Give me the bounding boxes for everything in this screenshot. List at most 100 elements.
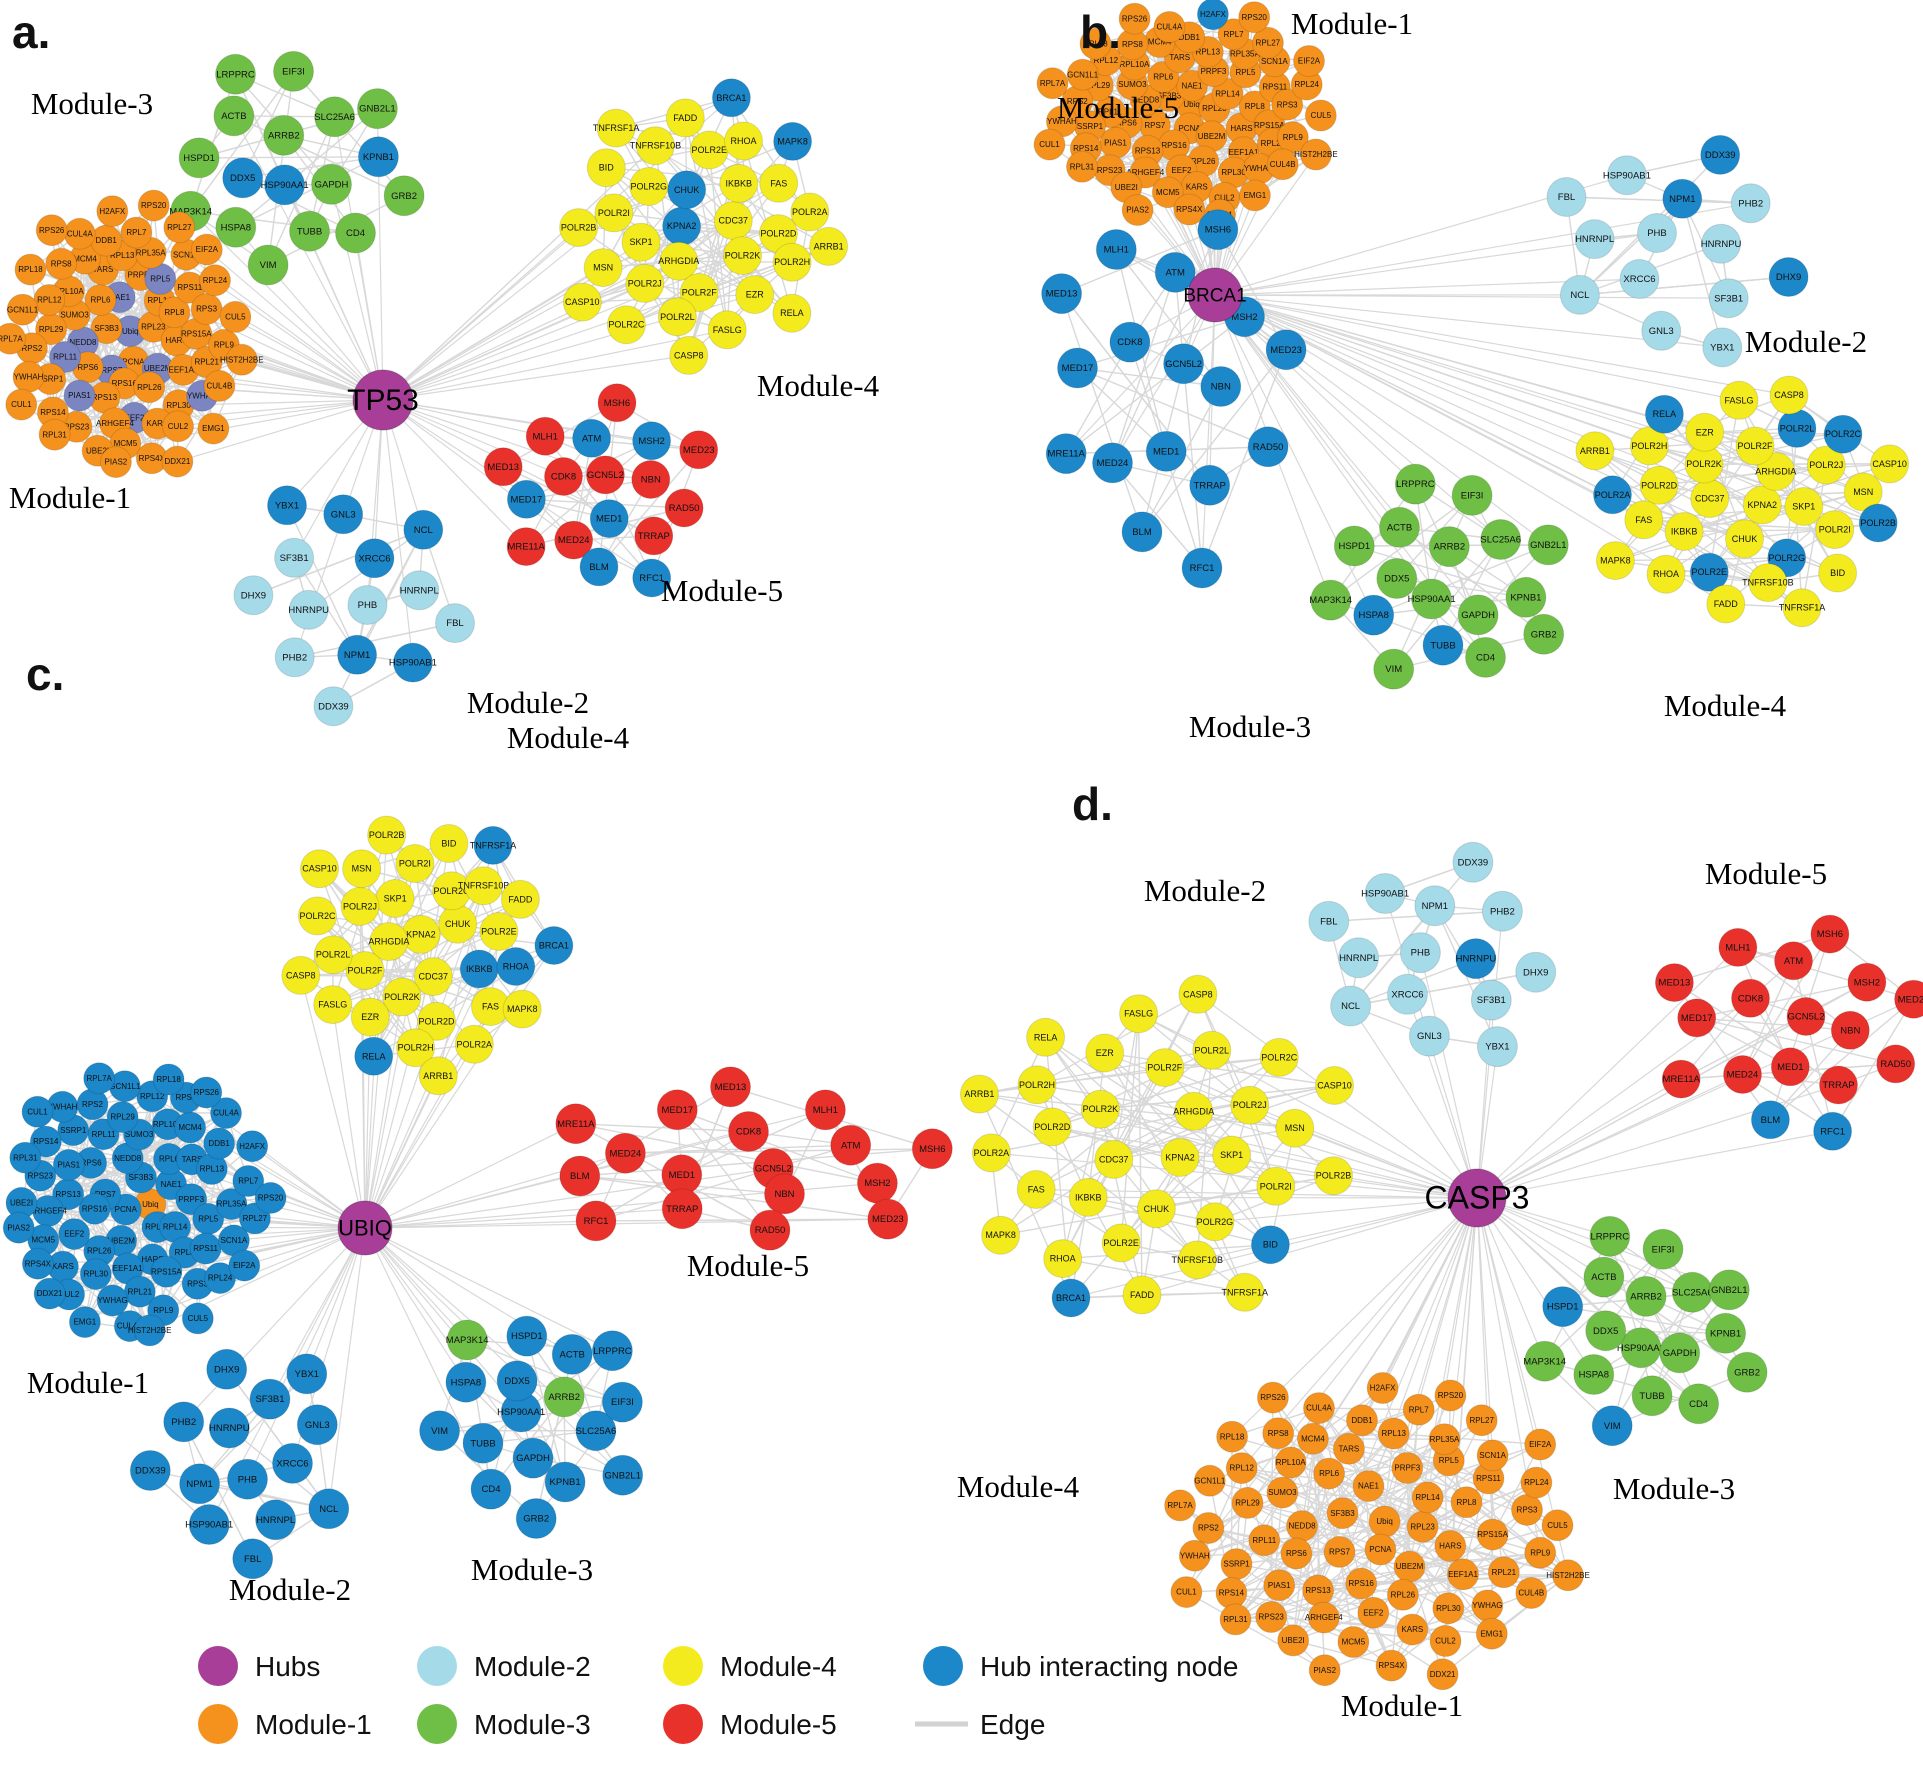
node-PHB[interactable]: PHB [227, 1458, 268, 1500]
node-ARRB2[interactable]: ARRB2 [1625, 1275, 1667, 1317]
node-EIF2A[interactable]: EIF2A [1293, 45, 1325, 77]
node-POLR2I[interactable]: POLR2I [594, 193, 634, 233]
node-MCM4[interactable]: MCM4 [1296, 1422, 1329, 1455]
node-MSH6[interactable]: MSH6 [1810, 914, 1850, 954]
node-GAPDH[interactable]: GAPDH [512, 1437, 554, 1479]
node-RPS15A[interactable]: RPS15A [1476, 1518, 1509, 1551]
node-KPNB1[interactable]: KPNB1 [357, 136, 399, 178]
node-SLC25A6[interactable]: SLC25A6 [1480, 519, 1522, 560]
node-EIF3I[interactable]: EIF3I [1642, 1228, 1684, 1270]
node-KPNB1[interactable]: KPNB1 [544, 1461, 586, 1503]
node-RPL26[interactable]: RPL26 [133, 371, 166, 404]
node-H2AFX[interactable]: H2AFX [1366, 1372, 1399, 1404]
node-DDX21[interactable]: DDX21 [1426, 1658, 1459, 1691]
node-FADD[interactable]: FADD [500, 879, 540, 919]
node-ACTB[interactable]: ACTB [1379, 506, 1420, 548]
node-RELA[interactable]: RELA [354, 1036, 394, 1076]
node-SLC25A6[interactable]: SLC25A6 [1671, 1271, 1713, 1313]
node-DDB1[interactable]: DDB1 [203, 1127, 236, 1160]
node-YWHAG[interactable]: YWHAG [96, 1284, 129, 1317]
node-DDX39[interactable]: DDX39 [1700, 134, 1741, 175]
node-NCL[interactable]: NCL [308, 1488, 350, 1530]
node-CDC37[interactable]: CDC37 [1690, 479, 1730, 519]
node-DDX39[interactable]: DDX39 [313, 686, 354, 727]
node-RPS4X[interactable]: RPS4X [1173, 193, 1206, 226]
node-ARHGDIA[interactable]: ARHGDIA [658, 241, 699, 281]
node-HSPA8[interactable]: HSPA8 [215, 206, 257, 248]
node-DHX9[interactable]: DHX9 [1515, 951, 1557, 993]
node-NBN[interactable]: NBN [1830, 1010, 1870, 1050]
node-GNL3[interactable]: GNL3 [323, 494, 364, 535]
node-H2AFX[interactable]: H2AFX [96, 195, 129, 228]
node-RELA[interactable]: RELA [1026, 1017, 1066, 1057]
node-MED17[interactable]: MED17 [1677, 998, 1717, 1038]
node-NBN[interactable]: NBN [631, 460, 671, 499]
node-RAD50[interactable]: RAD50 [749, 1209, 791, 1251]
node-Ubiq[interactable]: Ubiq [1368, 1505, 1401, 1538]
node-TNFRSF10B[interactable]: TNFRSF10B [630, 126, 682, 166]
node-RPL24[interactable]: RPL24 [1520, 1466, 1553, 1499]
node-LRPPRC[interactable]: LRPPRC [591, 1330, 633, 1372]
node-EZR[interactable]: EZR [1085, 1033, 1125, 1073]
node-GNL3[interactable]: GNL3 [1408, 1015, 1450, 1057]
node-PHB[interactable]: PHB [1399, 932, 1441, 974]
node-CDC37[interactable]: CDC37 [713, 201, 753, 241]
node-CDK8[interactable]: CDK8 [1109, 321, 1151, 363]
node-CUL5[interactable]: CUL5 [219, 300, 252, 333]
node-PHB2[interactable]: PHB2 [1730, 183, 1771, 224]
node-TNFRSF1A[interactable]: TNFRSF1A [1222, 1272, 1269, 1312]
node-EEF2[interactable]: EEF2 [58, 1218, 91, 1251]
node-HSP90AB1[interactable]: HSP90AB1 [1603, 155, 1651, 196]
node-CUL4A[interactable]: CUL4A [210, 1097, 242, 1130]
node-SKP1[interactable]: SKP1 [375, 879, 415, 918]
node-YWHAH[interactable]: YWHAH [12, 360, 45, 393]
node-MED24[interactable]: MED24 [554, 520, 594, 560]
node-RPL31[interactable]: RPL31 [38, 418, 71, 451]
node-NAE1[interactable]: NAE1 [1352, 1470, 1385, 1503]
node-TNFRSF1A[interactable]: TNFRSF1A [470, 825, 517, 865]
node-YBX1[interactable]: YBX1 [267, 485, 307, 526]
node-SLC25A6[interactable]: SLC25A6 [314, 96, 356, 138]
node-BLM[interactable]: BLM [1121, 511, 1163, 553]
node-MRE11A[interactable]: MRE11A [555, 1103, 597, 1145]
node-HNRNPL[interactable]: HNRNPL [399, 570, 440, 611]
node-RPS8[interactable]: RPS8 [1262, 1417, 1295, 1450]
node-POLR2F[interactable]: POLR2F [679, 273, 719, 312]
node-MSN[interactable]: MSN [583, 248, 623, 288]
node-CUL1[interactable]: CUL1 [5, 388, 38, 421]
node-YBX1[interactable]: YBX1 [286, 1353, 328, 1395]
node-SF3B3[interactable]: SF3B3 [1326, 1497, 1359, 1530]
node-GNB2L1[interactable]: GNB2L1 [1708, 1269, 1750, 1311]
node-MED13[interactable]: MED13 [1041, 273, 1083, 315]
node-MAPK8[interactable]: MAPK8 [1595, 541, 1635, 581]
node-MED13[interactable]: MED13 [1654, 963, 1694, 1003]
node-CUL5[interactable]: CUL5 [1541, 1509, 1574, 1542]
node-VIM[interactable]: VIM [1591, 1405, 1633, 1447]
node-POLR2E[interactable]: POLR2E [479, 912, 519, 951]
node-MED23[interactable]: MED23 [679, 430, 719, 470]
node-MSH2[interactable]: MSH2 [1847, 962, 1887, 1002]
node-POLR2B[interactable]: POLR2B [1314, 1156, 1353, 1196]
node-ARHGDIA[interactable]: ARHGDIA [1755, 452, 1796, 491]
node-RPL11[interactable]: RPL11 [49, 341, 82, 373]
node-MED17[interactable]: MED17 [506, 479, 546, 519]
node-IKBKB[interactable]: IKBKB [459, 949, 499, 989]
node-MSH6[interactable]: MSH6 [1197, 209, 1239, 251]
node-HSPD1[interactable]: HSPD1 [1333, 525, 1375, 567]
node-GAPDH[interactable]: GAPDH [1659, 1332, 1701, 1374]
node-CUL5[interactable]: CUL5 [181, 1302, 214, 1335]
node-RPS26[interactable]: RPS26 [1118, 2, 1151, 35]
node-RPS15A[interactable]: RPS15A [150, 1255, 183, 1288]
node-RPL12[interactable]: RPL12 [1225, 1452, 1258, 1485]
node-KPNB1[interactable]: KPNB1 [1505, 576, 1547, 618]
node-MCM4[interactable]: MCM4 [174, 1111, 207, 1144]
node-RELA[interactable]: RELA [772, 293, 812, 333]
node-EIF2A[interactable]: EIF2A [190, 233, 223, 266]
node-RFC1[interactable]: RFC1 [1181, 547, 1223, 589]
node-NCL[interactable]: NCL [1330, 985, 1372, 1027]
node-MAPK8[interactable]: MAPK8 [773, 121, 813, 161]
node-POLR2H[interactable]: POLR2H [1017, 1065, 1057, 1105]
node-MSH2[interactable]: MSH2 [632, 421, 672, 461]
node-CDC37[interactable]: CDC37 [413, 957, 453, 997]
node-MED24[interactable]: MED24 [1092, 442, 1133, 484]
